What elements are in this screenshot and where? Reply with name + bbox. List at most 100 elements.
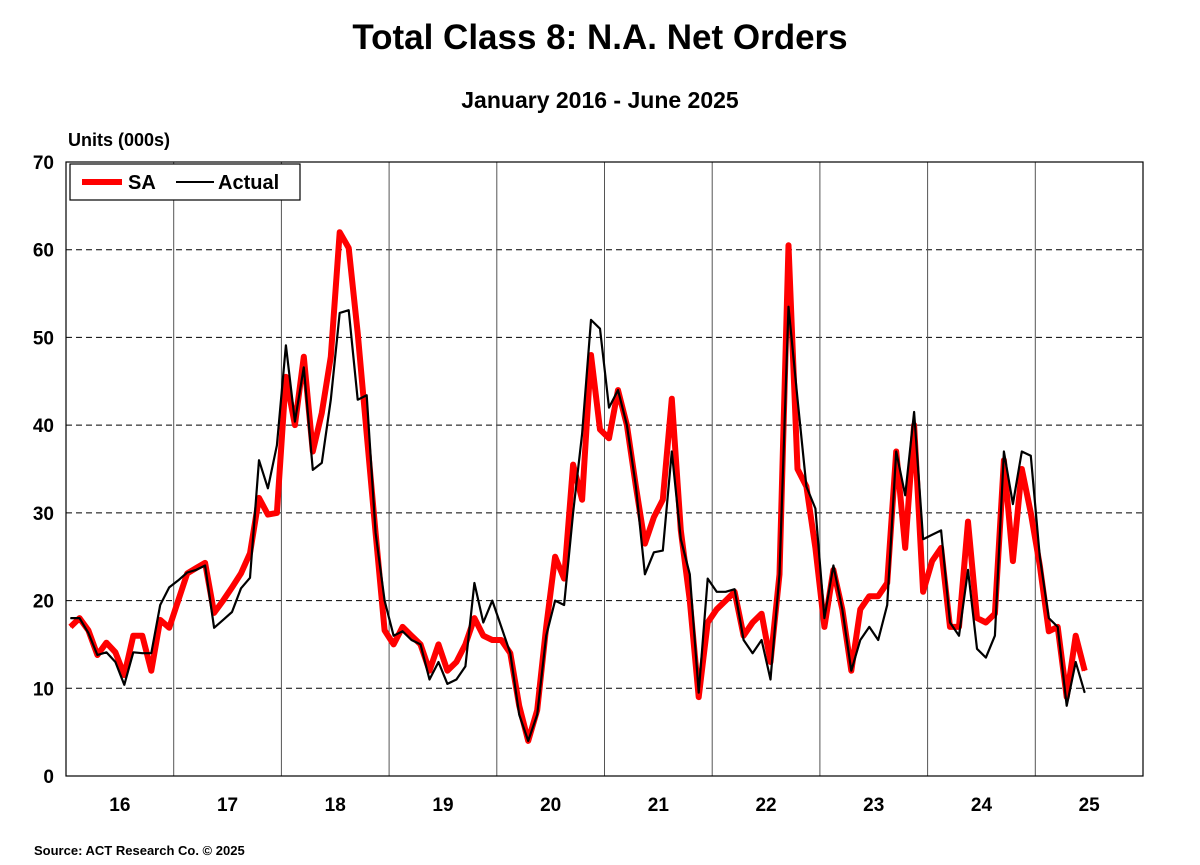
series-line-actual	[70, 305, 1086, 743]
data-point-sa	[859, 608, 861, 610]
data-point-actual	[949, 622, 951, 623]
data-point-actual	[635, 486, 637, 488]
y-tick-label: 10	[33, 679, 54, 700]
data-point-actual	[689, 573, 691, 575]
data-point-sa	[967, 521, 969, 523]
data-point-sa	[491, 639, 493, 641]
data-point-actual	[545, 635, 547, 637]
data-point-sa	[940, 547, 942, 549]
data-point-sa	[393, 643, 395, 645]
data-point-sa	[159, 619, 161, 621]
legend-label-actual: Actual	[218, 172, 279, 194]
data-point-sa	[689, 600, 691, 602]
data-point-sa	[321, 412, 323, 414]
data-point-actual	[877, 639, 879, 641]
data-point-actual	[976, 648, 978, 650]
data-point-actual	[644, 573, 646, 575]
data-point-actual	[186, 572, 188, 574]
data-point-sa	[150, 670, 152, 672]
data-point-actual	[473, 582, 475, 584]
data-point-actual	[1084, 692, 1086, 694]
data-point-actual	[985, 657, 987, 659]
x-tick-label: 22	[755, 795, 776, 816]
data-point-actual	[420, 643, 422, 645]
data-point-actual	[805, 486, 807, 488]
data-point-actual	[357, 399, 359, 401]
data-point-actual	[590, 319, 592, 321]
data-point-actual	[87, 632, 89, 634]
data-point-actual	[1030, 455, 1032, 457]
data-point-sa	[590, 354, 592, 356]
data-point-actual	[339, 312, 341, 314]
data-point-sa	[258, 497, 260, 499]
data-point-actual	[994, 635, 996, 637]
data-point-actual	[734, 588, 736, 590]
x-tick-label: 24	[971, 795, 993, 816]
data-point-actual	[491, 600, 493, 602]
x-tick-label: 17	[217, 795, 238, 816]
data-point-actual	[141, 652, 143, 654]
data-point-sa	[787, 244, 789, 246]
data-point-actual	[482, 622, 484, 623]
data-point-sa	[1048, 630, 1050, 632]
data-point-actual	[940, 529, 942, 531]
data-point-sa	[437, 643, 439, 645]
data-point-sa	[868, 595, 870, 597]
data-point-actual	[967, 569, 969, 571]
data-point-actual	[895, 450, 897, 452]
data-point-sa	[877, 595, 879, 597]
data-point-actual	[258, 459, 260, 461]
data-point-actual	[725, 591, 727, 593]
data-point-sa	[473, 617, 475, 619]
data-point-actual	[913, 411, 915, 413]
data-point-sa	[814, 547, 816, 549]
data-point-sa	[428, 670, 430, 672]
data-point-sa	[761, 613, 763, 615]
data-point-actual	[752, 652, 754, 654]
data-point-sa	[581, 499, 583, 501]
data-point-actual	[1057, 626, 1059, 628]
data-point-sa	[312, 450, 314, 452]
data-point-actual	[384, 600, 386, 602]
data-point-actual	[455, 679, 457, 681]
data-point-actual	[707, 578, 709, 580]
data-point-sa	[1030, 512, 1032, 514]
data-point-sa	[105, 642, 107, 644]
data-point-sa	[402, 626, 404, 628]
data-point-sa	[357, 332, 359, 334]
data-point-sa	[770, 661, 772, 663]
data-point-actual	[285, 344, 287, 346]
data-point-actual	[428, 679, 430, 681]
data-point-actual	[1039, 556, 1041, 558]
data-point-sa	[195, 567, 197, 569]
plot-frame	[65, 161, 1144, 777]
data-point-actual	[716, 591, 718, 593]
data-point-sa	[384, 629, 386, 631]
data-point-sa	[1021, 468, 1023, 470]
data-point-actual	[1048, 617, 1050, 619]
x-tick-label: 20	[540, 795, 561, 816]
data-point-actual	[527, 740, 529, 742]
data-point-sa	[204, 562, 206, 564]
data-point-actual	[823, 617, 825, 619]
data-point-actual	[231, 611, 233, 613]
source-note: Source: ACT Research Co. © 2025	[34, 843, 245, 858]
data-point-sa	[599, 429, 601, 431]
data-point-sa	[1012, 560, 1014, 562]
data-point-actual	[653, 551, 655, 553]
data-point-actual	[886, 604, 888, 606]
data-point-sa	[796, 468, 798, 470]
data-point-sa	[240, 572, 242, 574]
data-point-sa	[294, 424, 296, 426]
data-point-actual	[500, 626, 502, 628]
data-point-actual	[554, 600, 556, 602]
chart-subtitle: January 2016 - June 2025	[461, 87, 739, 113]
data-point-actual	[330, 399, 332, 401]
data-point-sa	[285, 376, 287, 378]
data-point-actual	[868, 626, 870, 628]
chart-title: Total Class 8: N.A. Net Orders	[352, 18, 848, 57]
data-point-sa	[276, 512, 278, 514]
data-point-sa	[671, 398, 673, 400]
data-point-actual	[366, 394, 368, 396]
data-point-actual	[599, 328, 601, 330]
